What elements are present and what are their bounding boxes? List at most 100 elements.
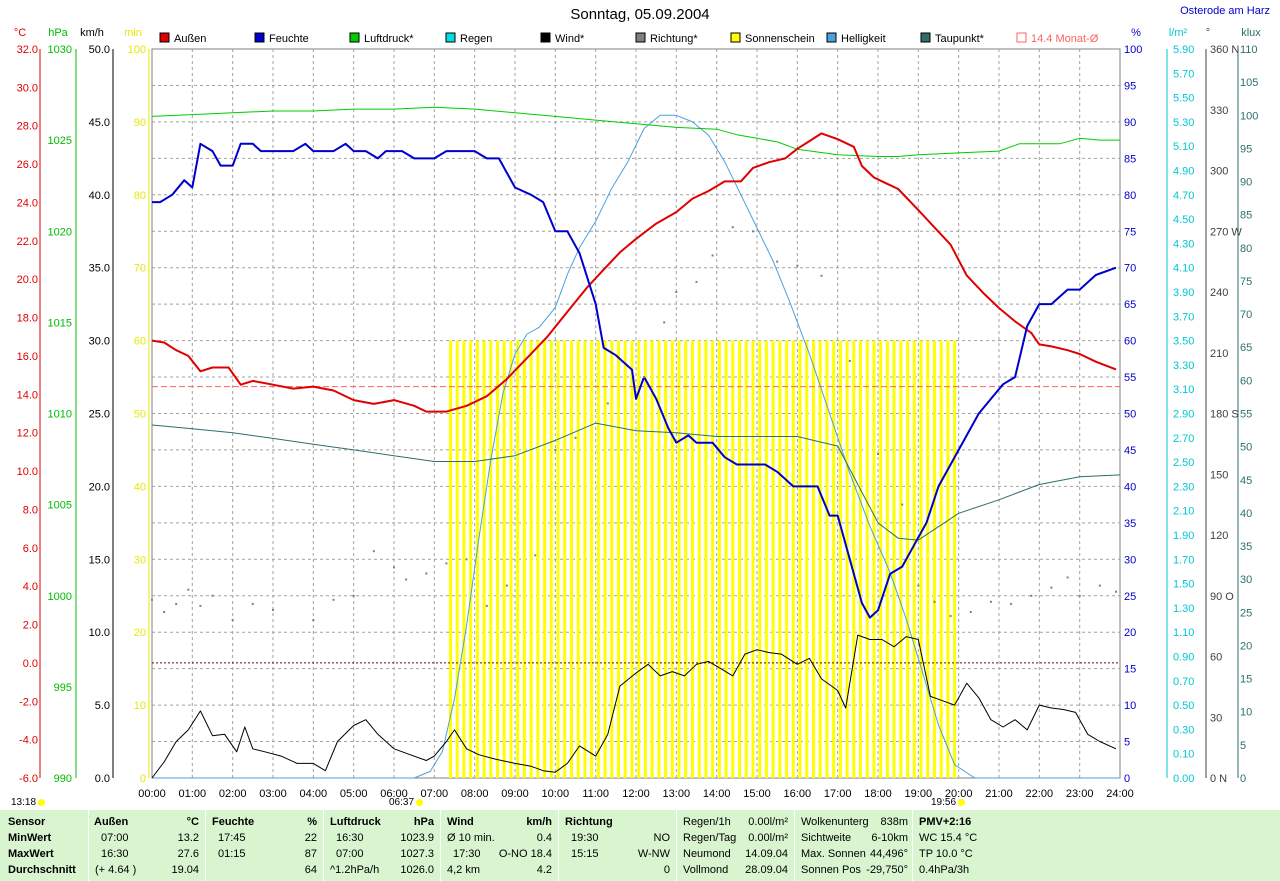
sunshine-bar (798, 340, 802, 778)
richtung-point (465, 558, 468, 561)
min-tick-label: 50 (134, 409, 146, 421)
pct-tick-label: 60 (1124, 336, 1136, 348)
richtung-r2: W-NW (637, 848, 670, 860)
klux-tick-label: 55 (1240, 409, 1252, 421)
sunshine-bar (946, 340, 950, 778)
richtung-point (731, 226, 734, 229)
sunshine-bar (892, 340, 896, 778)
richtung-point (675, 291, 678, 293)
richtung-header: Richtung (565, 816, 613, 828)
helligkeit-series-line (152, 114, 1120, 779)
sunshine-bar (603, 340, 607, 778)
sunshine-bar (691, 340, 694, 778)
feuchte-min: 22 (304, 832, 317, 844)
lm2-tick-label: 5.10 (1173, 141, 1194, 153)
hpa-tick-label: 1020 (48, 226, 72, 238)
sunrise-time: 06:37 (389, 797, 424, 808)
pct-tick-label: 75 (1124, 226, 1136, 238)
richtung-point (445, 562, 448, 565)
temp-tick-label: 16.0 (17, 351, 38, 363)
x-tick-label: 18:00 (864, 788, 892, 800)
sunshine-bar (536, 340, 540, 778)
sunshine-bar (684, 340, 688, 778)
legend-swatch (826, 32, 837, 43)
wind-day-avg: 4.2 (536, 864, 552, 876)
lm2-tick-label: 5.90 (1173, 44, 1194, 56)
richtung-r2-time: 15:15 (571, 848, 599, 860)
temp-tick-label: 28.0 (17, 121, 38, 133)
sunshine-bar (670, 340, 674, 778)
pct-tick-label: 85 (1124, 153, 1136, 165)
lm2-tick-label: 3.70 (1173, 311, 1194, 323)
legend-swatch (540, 32, 551, 43)
hpa-tick-label: 1000 (48, 591, 72, 603)
x-tick-label: 08:00 (461, 788, 489, 800)
stats-wolken: Wolkenunterg 838m Sichtweite 6-10km Max. S… (795, 810, 913, 881)
chart-title: Sonntag, 05.09.2004 (570, 6, 710, 23)
hpa-tick-label: 1030 (48, 44, 72, 56)
luftdruck-avg-note: ^1.2hPa/h (330, 864, 380, 876)
min-tick-label: 100 (128, 44, 146, 56)
legend-swatch (635, 32, 646, 43)
lm2-tick-label: 2.50 (1173, 457, 1194, 469)
hpa-tick-label: 1025 (48, 135, 72, 147)
kmh-tick-label: 30.0 (89, 336, 110, 348)
sunshine-bar (771, 340, 775, 778)
richtung-r1-time: 19:30 (571, 832, 599, 844)
klux-tick-label: 40 (1240, 508, 1252, 520)
x-tick-label: 00:00 (138, 788, 166, 800)
sensor-label: Sensor (8, 816, 46, 828)
sunshine-bar (953, 340, 957, 778)
max-sonnen-label: Max. Sonnen (801, 848, 866, 860)
lm2-tick-label: 4.10 (1173, 263, 1194, 275)
x-tick-label: 07:00 (421, 788, 449, 800)
sunshine-bar (449, 340, 452, 778)
pct-tick-label: 15 (1124, 664, 1136, 676)
klux-tick-label: 110 (1240, 44, 1258, 56)
richtung-point (752, 230, 754, 233)
richtung-point (796, 264, 799, 267)
sunshine-bar (502, 340, 506, 778)
sunshine-bar (939, 340, 943, 778)
lm2-tick-label: 5.70 (1173, 68, 1194, 80)
wind-header: Wind (447, 816, 474, 828)
legend-label: Feuchte (269, 33, 309, 45)
richtung-point (1030, 594, 1033, 597)
deg-tick-label: 30 (1210, 712, 1222, 724)
stats-wind: Wind km/h Ø 10 min. 0.4 17:30 O-NO 18.4 4,2… (441, 810, 559, 881)
axis-unit-label: km/h (80, 27, 104, 39)
richtung-point (485, 604, 488, 607)
stats-aussen: Außen °C 07:00 13.2 16:30 27.6 (+ 4.64 ) 19.… (89, 810, 206, 881)
sunshine-bar (738, 340, 741, 778)
x-tick-label: 13:00 (663, 788, 691, 800)
legend-label: Richtung* (650, 33, 698, 45)
lm2-tick-label: 3.90 (1173, 287, 1194, 299)
sunshine-bar (933, 340, 936, 778)
richtung-point (199, 604, 202, 607)
lm2-tick-label: 0.30 (1173, 724, 1194, 736)
wind-distance: 4,2 km (447, 864, 481, 876)
min-tick-label: 20 (134, 627, 146, 639)
kmh-tick-label: 0.0 (95, 773, 110, 785)
sunshine-bar (509, 340, 513, 778)
richtung-point (643, 376, 646, 378)
axis-unit-label: klux (1241, 27, 1261, 39)
aussen-unit: °C (186, 816, 199, 828)
axis-unit-label: min (124, 27, 142, 39)
richtung-point (1115, 590, 1117, 593)
sunshine-bar (711, 340, 715, 778)
sunshine-bar (832, 340, 836, 778)
legend-swatch (1016, 32, 1027, 43)
sunshine-bar (906, 340, 910, 778)
moon-icon (38, 798, 46, 806)
richtung-point (405, 578, 408, 581)
sunshine-bar (482, 340, 486, 778)
axis-unit-label: hPa (48, 27, 68, 39)
pct-tick-label: 35 (1124, 518, 1136, 530)
lm2-tick-label: 2.10 (1173, 506, 1194, 518)
sunshine-bar (758, 340, 762, 778)
lm2-tick-label: 4.70 (1173, 190, 1194, 202)
pmv-header: PMV+2:16 (919, 816, 972, 828)
lm2-tick-label: 3.50 (1173, 336, 1194, 348)
klux-tick-label: 5 (1240, 740, 1246, 752)
